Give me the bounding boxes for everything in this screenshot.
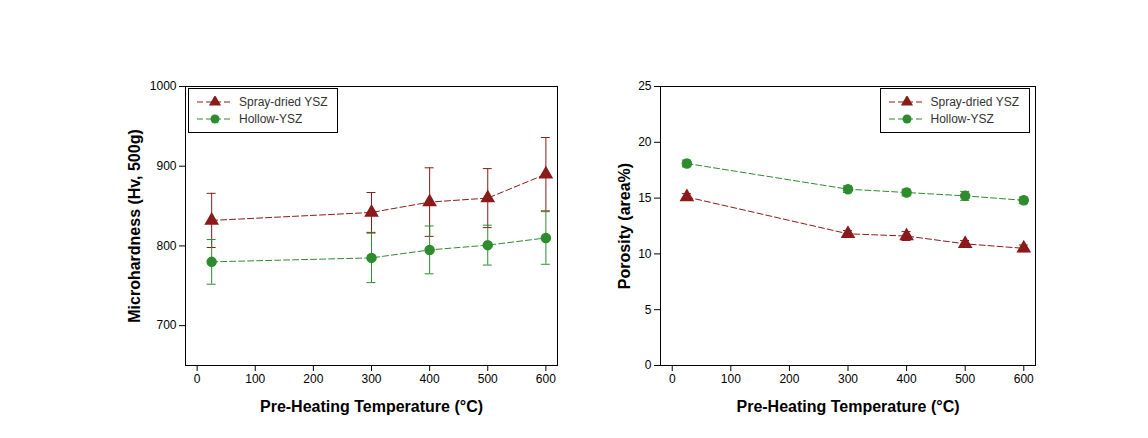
svg-text:20: 20 (638, 135, 652, 149)
html-text:Spray-dried YSZ: Spray-dried YSZ (239, 94, 328, 109)
html-text:Hollow-YSZ: Hollow-YSZ (239, 111, 303, 126)
html-text:Hollow-YSZ: Hollow-YSZ (930, 111, 994, 126)
svg-text:Pre-Heating Temperature (°C): Pre-Heating Temperature (°C) (736, 398, 959, 415)
svg-text:Pre-Heating Temperature (°C): Pre-Heating Temperature (°C) (260, 398, 483, 415)
svg-text:100: 100 (245, 372, 265, 386)
svg-text:400: 400 (420, 372, 440, 386)
svg-text:5: 5 (645, 303, 652, 317)
svg-text:500: 500 (955, 372, 975, 386)
svg-text:700: 700 (156, 318, 176, 332)
svg-text:900: 900 (156, 159, 176, 173)
svg-text:600: 600 (536, 372, 556, 386)
html-text:Spray-dried YSZ: Spray-dried YSZ (930, 94, 1019, 109)
svg-text:200: 200 (779, 372, 799, 386)
svg-text:500: 500 (478, 372, 498, 386)
svg-text:800: 800 (156, 239, 176, 253)
svg-text:15: 15 (638, 191, 652, 205)
svg-text:200: 200 (303, 372, 323, 386)
svg-text:300: 300 (838, 372, 858, 386)
svg-text:100: 100 (721, 372, 741, 386)
svg-text:Microhardness (Hv, 500g): Microhardness (Hv, 500g) (126, 129, 143, 323)
svg-text:25: 25 (638, 79, 652, 93)
svg-text:10: 10 (638, 247, 652, 261)
svg-text:300: 300 (361, 372, 381, 386)
svg-text:0: 0 (645, 358, 652, 372)
svg-text:0: 0 (669, 372, 676, 386)
svg-text:1000: 1000 (150, 79, 177, 93)
svg-text:Porosity (area%): Porosity (area%) (616, 163, 633, 289)
svg-text:0: 0 (194, 372, 201, 386)
svg-text:400: 400 (897, 372, 917, 386)
svg-text:600: 600 (1014, 372, 1034, 386)
